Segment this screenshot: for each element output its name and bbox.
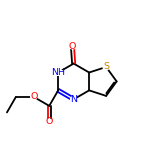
Text: O: O xyxy=(69,41,76,51)
Ellipse shape xyxy=(31,94,37,100)
Ellipse shape xyxy=(53,70,63,75)
Ellipse shape xyxy=(71,97,77,102)
Text: N: N xyxy=(70,95,77,104)
Text: NH: NH xyxy=(51,68,65,77)
Ellipse shape xyxy=(103,64,109,70)
Text: O: O xyxy=(46,117,53,126)
Ellipse shape xyxy=(69,43,76,49)
Ellipse shape xyxy=(46,119,52,125)
Text: O: O xyxy=(30,92,37,101)
Text: S: S xyxy=(103,62,109,71)
